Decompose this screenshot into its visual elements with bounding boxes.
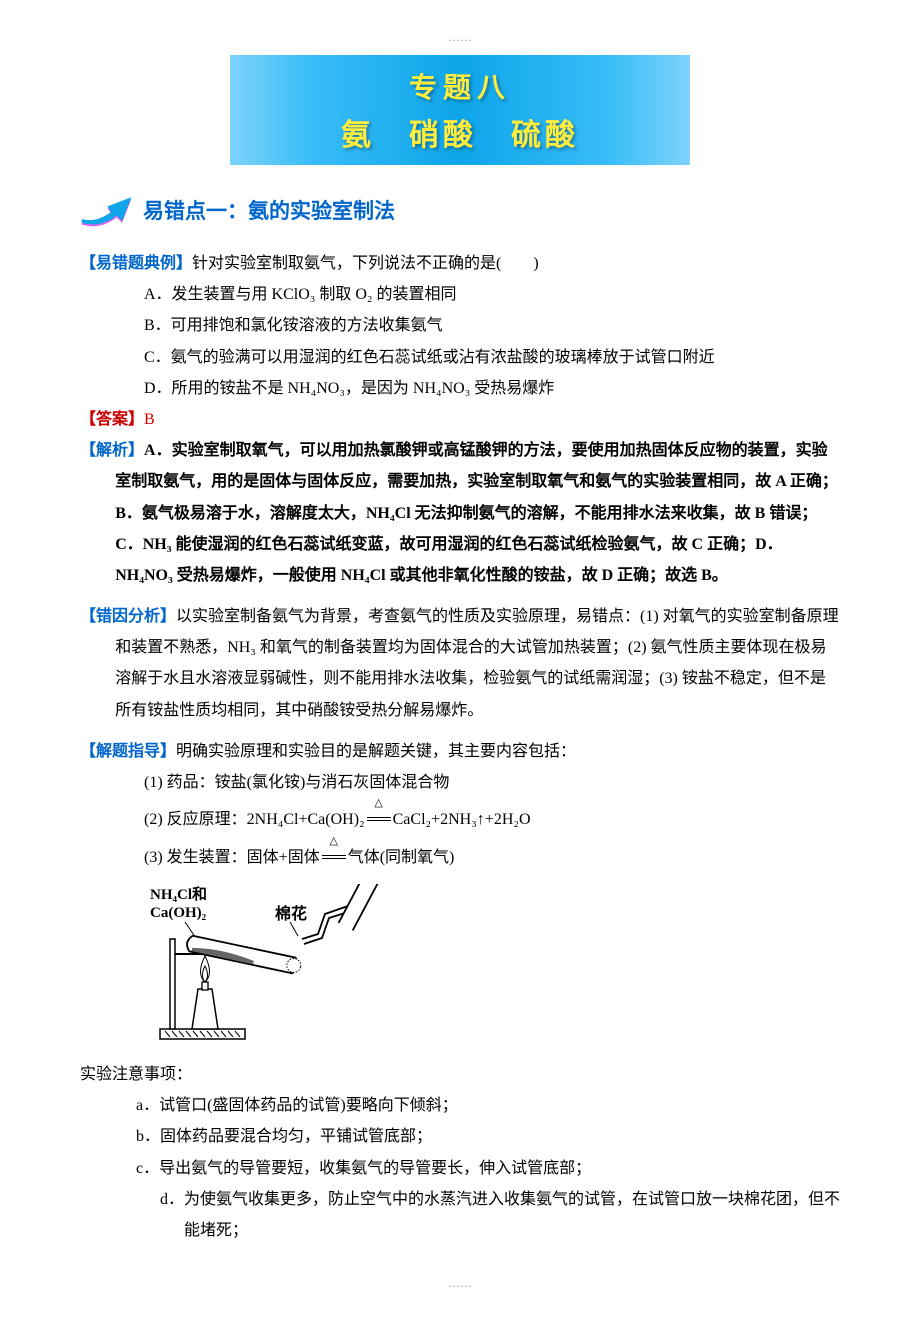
guidance-p2: (2) 反应原理：2NH₄Cl+Ca(OH)₂△CaCl₂+2NH₃↑+2H₂O xyxy=(80,804,840,836)
banner-text: 专题八 氨 硝酸 硫酸 xyxy=(341,66,579,154)
p1-text: 铵盐(氯化铵)与消石灰固体混合物 xyxy=(215,774,450,791)
diagram-label-1: NH₄Cl和 xyxy=(150,886,207,903)
error-reason-label: 【错因分析】 xyxy=(80,608,176,625)
option-a: A．发生装置与用 KClO₃ 制取 O₂ 的装置相同 xyxy=(80,279,840,310)
guidance-p1: (1) 药品：铵盐(氯化铵)与消石灰固体混合物 xyxy=(80,767,840,798)
option-d: D．所用的铵盐不是 NH₄NO₃，是因为 NH₄NO₃ 受热易爆炸 xyxy=(80,373,840,404)
option-b: B．可用排饱和氯化铵溶液的方法收集氨气 xyxy=(80,310,840,341)
title-banner: 专题八 氨 硝酸 硫酸 xyxy=(230,55,690,165)
p1-label: (1) 药品： xyxy=(144,774,215,791)
diagram-label-3: 棉花 xyxy=(275,904,307,923)
option-c: C．氨气的验满可以用湿润的红色石蕊试纸或沾有浓盐酸的玻璃棒放于试管口附近 xyxy=(80,342,840,373)
diagram-label-2: Ca(OH)₂ xyxy=(150,905,207,921)
note-a: a．试管口(盛固体药品的试管)要略向下倾斜； xyxy=(80,1090,840,1121)
error-reason-text: 以实验室制备氨气为背景，考查氨气的性质及实验原理，易错点：(1) 对氧气的实验室… xyxy=(115,608,839,719)
p3-label: (3) 发生装置： xyxy=(144,849,247,866)
note-c: c．导出氨气的导管要短，收集氨气的导管要长，伸入试管底部； xyxy=(80,1153,840,1184)
p2-lhs: 2NH₄Cl+Ca(OH)₂ xyxy=(247,811,365,828)
analysis-block: 【解析】A．实验室制取氧气，可以用加热氯酸钾或高锰酸钾的方法，要使用加热固体反应… xyxy=(80,435,840,591)
banner-line-2: 氨 硝酸 硫酸 xyxy=(341,110,579,154)
note-b: b．固体药品要混合均匀，平铺试管底部； xyxy=(80,1121,840,1152)
example-label: 【易错题典例】 xyxy=(80,255,192,272)
analysis-text: A．实验室制取氧气，可以用加热氯酸钾或高锰酸钾的方法，要使用加热固体反应物的装置… xyxy=(115,442,838,584)
p3-rhs: 气体(同制氧气) xyxy=(348,849,455,866)
p2-label: (2) 反应原理： xyxy=(144,811,247,828)
notes-title: 实验注意事项： xyxy=(80,1059,840,1090)
reaction-condition-icon: △ xyxy=(365,805,393,836)
guidance-p3: (3) 发生装置：固体+固体△气体(同制氧气) xyxy=(80,842,840,874)
p3-lhs: 固体+固体 xyxy=(247,849,320,866)
error-point-title: 易错点一：氨的实验室制法 xyxy=(143,195,395,225)
note-d: d．为使氨气收集更多，防止空气中的水蒸汽进入收集氨气的试管，在试管口放一块棉花团… xyxy=(80,1184,840,1246)
analysis-label: 【解析】 xyxy=(80,442,144,459)
arrow-icon xyxy=(80,190,135,230)
header-dots: …… xyxy=(80,30,840,45)
example-stem-text: 针对实验室制取氨气，下列说法不正确的是( ) xyxy=(192,255,539,272)
guidance-intro-text: 明确实验原理和实验目的是解题关键，其主要内容包括： xyxy=(176,743,576,760)
reaction-condition-icon-2: △ xyxy=(320,843,348,874)
apparatus-diagram: NH₄Cl和 Ca(OH)₂ 棉花 xyxy=(120,884,840,1049)
error-reason-block: 【错因分析】以实验室制备氨气为背景，考查氨气的性质及实验原理，易错点：(1) 对… xyxy=(80,601,840,726)
answer-line: 【答案】B xyxy=(80,404,840,435)
guidance-intro: 【解题指导】明确实验原理和实验目的是解题关键，其主要内容包括： xyxy=(80,736,840,767)
p2-rhs: CaCl₂+2NH₃↑+2H₂O xyxy=(393,811,531,828)
banner-line-1: 专题八 xyxy=(341,66,579,106)
footer-dots: …… xyxy=(80,1276,840,1291)
answer-value: B xyxy=(144,411,155,428)
answer-label: 【答案】 xyxy=(80,411,144,428)
guidance-label: 【解题指导】 xyxy=(80,743,176,760)
section-header: 易错点一：氨的实验室制法 xyxy=(80,190,840,230)
example-stem: 【易错题典例】针对实验室制取氨气，下列说法不正确的是( ) xyxy=(80,248,840,279)
